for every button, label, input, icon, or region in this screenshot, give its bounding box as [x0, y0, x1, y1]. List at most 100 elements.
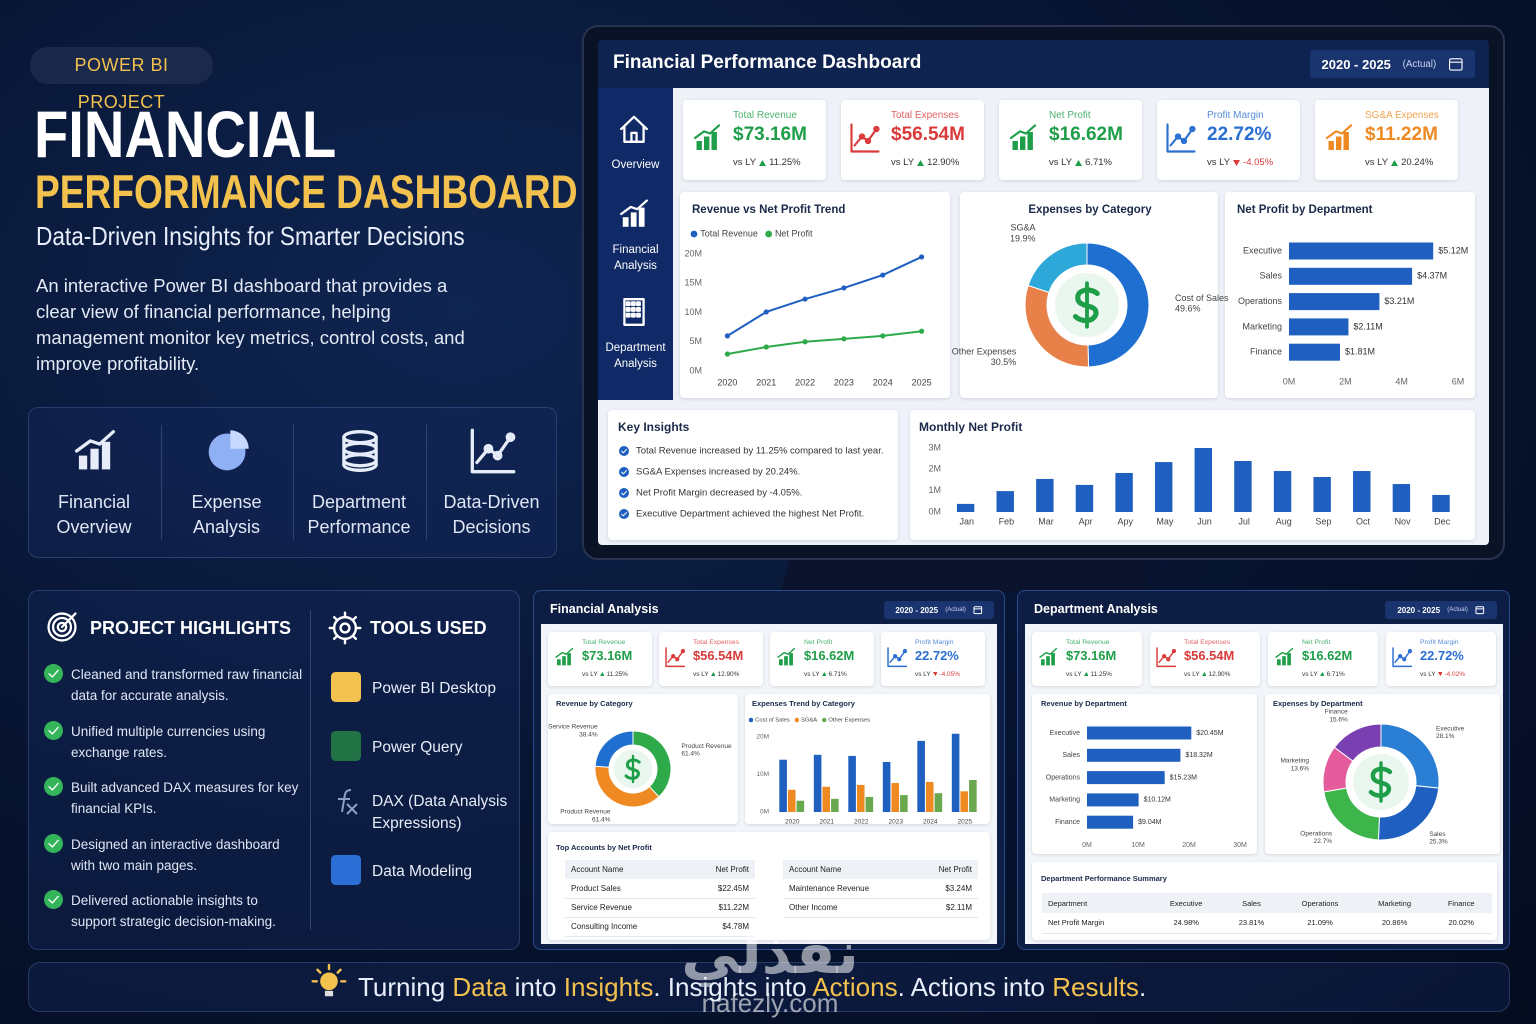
kpi-label: Net Profit — [1302, 638, 1331, 646]
icon-part — [1277, 659, 1281, 666]
table-row: Maintenance Revenue $3.24M — [783, 879, 978, 898]
kpi-change: 20.24% — [1401, 157, 1434, 168]
bar — [1273, 471, 1292, 512]
x-tick-label: 2022 — [795, 377, 815, 387]
kpi-change-row: vs LY -4.05% — [915, 671, 960, 678]
y-tick-label: Executive — [1243, 245, 1282, 255]
icon-part — [704, 136, 710, 150]
table-cell: Maintenance Revenue — [789, 883, 870, 893]
table-header: Operations — [1301, 898, 1339, 908]
highlight-item: Unified multiple currencies using exchan… — [71, 723, 266, 760]
tool-icon — [331, 672, 361, 702]
kpi-icon — [1039, 648, 1058, 666]
period-filter: 2020 - 2025 (Actual) — [1310, 50, 1475, 78]
key-insights: Key Insights Total Revenue increased by 1… — [618, 420, 884, 519]
table-cell: $11.22M — [718, 903, 749, 912]
kpi-value: $56.54M — [693, 648, 744, 664]
kpi-value: $56.54M — [1184, 648, 1235, 664]
kpi-change-row: vs LY 6.71% — [804, 671, 847, 678]
icon-part — [853, 127, 878, 147]
trend-arrow-shape — [1319, 672, 1325, 677]
icon-part — [1328, 141, 1334, 150]
icon-part — [555, 648, 574, 659]
trend-arrow-shape — [1075, 159, 1083, 166]
legend-swatch — [822, 717, 827, 723]
highlights-icon — [47, 612, 77, 642]
y-tick-label: 3M — [928, 442, 941, 452]
bar — [934, 793, 943, 812]
tagline-part: Results — [1052, 972, 1139, 1002]
icon-part — [48, 669, 59, 678]
icon-part — [621, 448, 627, 454]
icon — [342, 430, 378, 472]
x-tick-label: 2025 — [912, 377, 932, 387]
icon — [973, 606, 983, 615]
kpi-change-row: vs LY 12.90% — [891, 157, 959, 168]
kpi-icon — [850, 123, 880, 153]
bar — [951, 733, 960, 812]
x-tick-label: Apr — [1079, 516, 1093, 526]
chart-title: Revenue vs Net Profit Trend — [692, 204, 845, 216]
kpi-vs: vs LY — [891, 157, 915, 168]
bar — [1289, 267, 1413, 285]
bar — [1087, 793, 1139, 807]
icon — [44, 777, 63, 796]
section-title: PROJECT HIGHLIGHTS — [90, 618, 292, 638]
icon-part — [675, 657, 680, 662]
nav-item: Overview — [611, 159, 660, 171]
kpi-value: $16.62M — [1049, 124, 1123, 145]
period-note: (Actual) — [945, 607, 966, 613]
y-tick-label: Operations — [1046, 774, 1081, 781]
kpi-icon — [1392, 647, 1413, 668]
calendar-icon — [1475, 606, 1485, 615]
icon-part — [351, 615, 358, 622]
icon-part — [562, 656, 566, 666]
icon-part — [621, 511, 627, 517]
x-tick-label: Sep — [1315, 516, 1331, 526]
data-label: $3.21M — [1384, 296, 1414, 306]
panel — [680, 192, 950, 398]
bar — [960, 791, 969, 812]
kpi-label: Total Revenue — [733, 110, 797, 121]
icon-part — [320, 972, 338, 991]
table-cell: 24.98% — [1173, 918, 1199, 928]
tool-item: Power Query — [372, 739, 463, 756]
donut-segment — [1333, 723, 1382, 762]
kpi-value: $73.16M — [582, 648, 633, 664]
icon-part — [902, 649, 908, 654]
kpi-vs: vs LY — [582, 670, 598, 678]
slice-value: 61.4% — [592, 816, 611, 823]
icon-part — [630, 212, 637, 227]
x-tick-label: 2023 — [889, 819, 904, 826]
bar — [1392, 484, 1411, 512]
bar — [1036, 478, 1054, 512]
trend-arrow — [821, 672, 827, 677]
check-icon — [44, 833, 63, 853]
line-point — [802, 296, 808, 302]
trend-arrow — [1201, 672, 1207, 677]
chart-title: Expenses Trend by Category — [752, 699, 856, 708]
legend-label: Cost of Sales — [755, 718, 790, 724]
icon-part — [636, 307, 641, 312]
icon-part — [1392, 647, 1413, 668]
icon — [331, 731, 361, 761]
y-tick-label: 20M — [684, 248, 702, 258]
icon-part — [1012, 141, 1018, 150]
icon-part — [1402, 657, 1407, 662]
bar — [1289, 293, 1380, 311]
icon-part — [619, 467, 629, 477]
icon-part — [567, 653, 572, 666]
tools-icon — [328, 611, 362, 645]
kpi-vs: vs LY — [1066, 670, 1082, 678]
feature-label: Expense Analysis — [191, 492, 262, 537]
icon-part — [1287, 653, 1292, 666]
x-tick-label: Oct — [1356, 516, 1371, 526]
icon-part — [78, 455, 88, 470]
icon-part — [101, 441, 111, 470]
icon — [623, 298, 645, 326]
slice-label: Operations — [1300, 830, 1333, 837]
icon-part — [630, 312, 636, 318]
